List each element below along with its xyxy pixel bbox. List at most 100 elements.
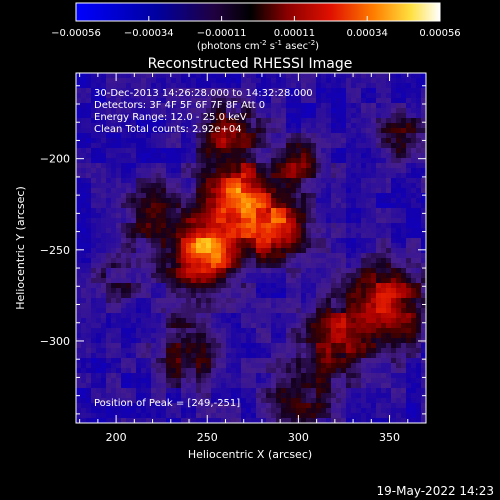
heatmap-cell [96,368,102,374]
heatmap-cell [196,128,202,134]
heatmap-cell [216,73,222,79]
heatmap-cell [396,393,402,399]
heatmap-cell [151,218,157,224]
heatmap-cell [271,98,277,104]
heatmap-cell [326,388,332,394]
heatmap-cell [91,218,97,224]
heatmap-cell [91,348,97,354]
heatmap-cell [151,263,157,269]
heatmap-cell [351,113,357,119]
heatmap-cell [296,288,302,294]
heatmap-cell [326,218,332,224]
heatmap-cell [301,258,307,264]
heatmap-cell [406,268,412,274]
heatmap-cell [271,403,277,409]
heatmap-cell [191,208,197,214]
heatmap-cell [281,348,287,354]
heatmap-cell [341,203,347,209]
heatmap-cell [111,248,117,254]
heatmap-cell [96,243,102,249]
heatmap-cell [281,333,287,339]
heatmap-cell [201,293,207,299]
heatmap-cell [261,268,267,274]
heatmap-cell [191,393,197,399]
heatmap-cell [156,228,162,234]
heatmap-cell [76,368,82,374]
heatmap-cell [196,188,202,194]
heatmap-cell [181,323,187,329]
heatmap-cell [146,258,152,264]
heatmap-cell [211,138,217,144]
heatmap-cell [186,163,192,169]
heatmap-cell [81,268,87,274]
heatmap-cell [131,228,137,234]
heatmap-cell [201,138,207,144]
heatmap-cell [226,193,232,199]
heatmap-cell [421,78,427,84]
heatmap-cell [371,368,377,374]
heatmap-cell [236,393,242,399]
heatmap-cell [326,288,332,294]
heatmap-cell [91,178,97,184]
heatmap-cell [91,308,97,314]
heatmap-cell [396,263,402,269]
heatmap-cell [276,378,282,384]
heatmap-cell [111,88,117,94]
heatmap-cell [206,73,212,79]
heatmap-cell [96,128,102,134]
heatmap-cell [396,93,402,99]
heatmap-cell [406,283,412,289]
heatmap-cell [266,158,272,164]
heatmap-cell [236,98,242,104]
heatmap-cell [381,218,387,224]
heatmap-cell [296,208,302,214]
heatmap-cell [211,358,217,364]
heatmap-cell [226,233,232,239]
heatmap-cell [336,223,342,229]
heatmap-cell [236,398,242,404]
heatmap-cell [416,158,422,164]
heatmap-cell [276,128,282,134]
heatmap-cell [181,278,187,284]
heatmap-cell [346,278,352,284]
heatmap-cell [266,183,272,189]
heatmap-cell [326,173,332,179]
heatmap-cell [421,73,427,79]
heatmap-cell [336,138,342,144]
heatmap-cell [111,133,117,139]
heatmap-cell [246,183,252,189]
heatmap-cell [161,308,167,314]
heatmap-cell [86,303,92,309]
heatmap-cell [346,318,352,324]
heatmap-cell [421,128,427,134]
heatmap-cell [386,383,392,389]
heatmap-cell [251,328,257,334]
heatmap-cell [316,273,322,279]
heatmap-cell [356,173,362,179]
heatmap-cell [86,208,92,214]
heatmap-cell [96,258,102,264]
heatmap-cell [221,288,227,294]
heatmap-cell [106,373,112,379]
heatmap-cell [236,88,242,94]
heatmap-cell [221,413,227,419]
heatmap-cell [101,363,107,369]
heatmap-cell [146,73,152,79]
heatmap-cell [181,268,187,274]
heatmap-cell [96,78,102,84]
heatmap-cell [221,373,227,379]
heatmap-cell [306,313,312,319]
heatmap-cell [86,118,92,124]
heatmap-cell [411,193,417,199]
heatmap-cell [266,323,272,329]
heatmap-cell [191,283,197,289]
heatmap-cell [141,308,147,314]
heatmap-cell [106,78,112,84]
heatmap-cell [126,258,132,264]
heatmap-cell [281,123,287,129]
heatmap-cell [271,358,277,364]
heatmap-cell [226,108,232,114]
heatmap-cell [281,383,287,389]
heatmap-cell [191,183,197,189]
heatmap-cell [231,213,237,219]
